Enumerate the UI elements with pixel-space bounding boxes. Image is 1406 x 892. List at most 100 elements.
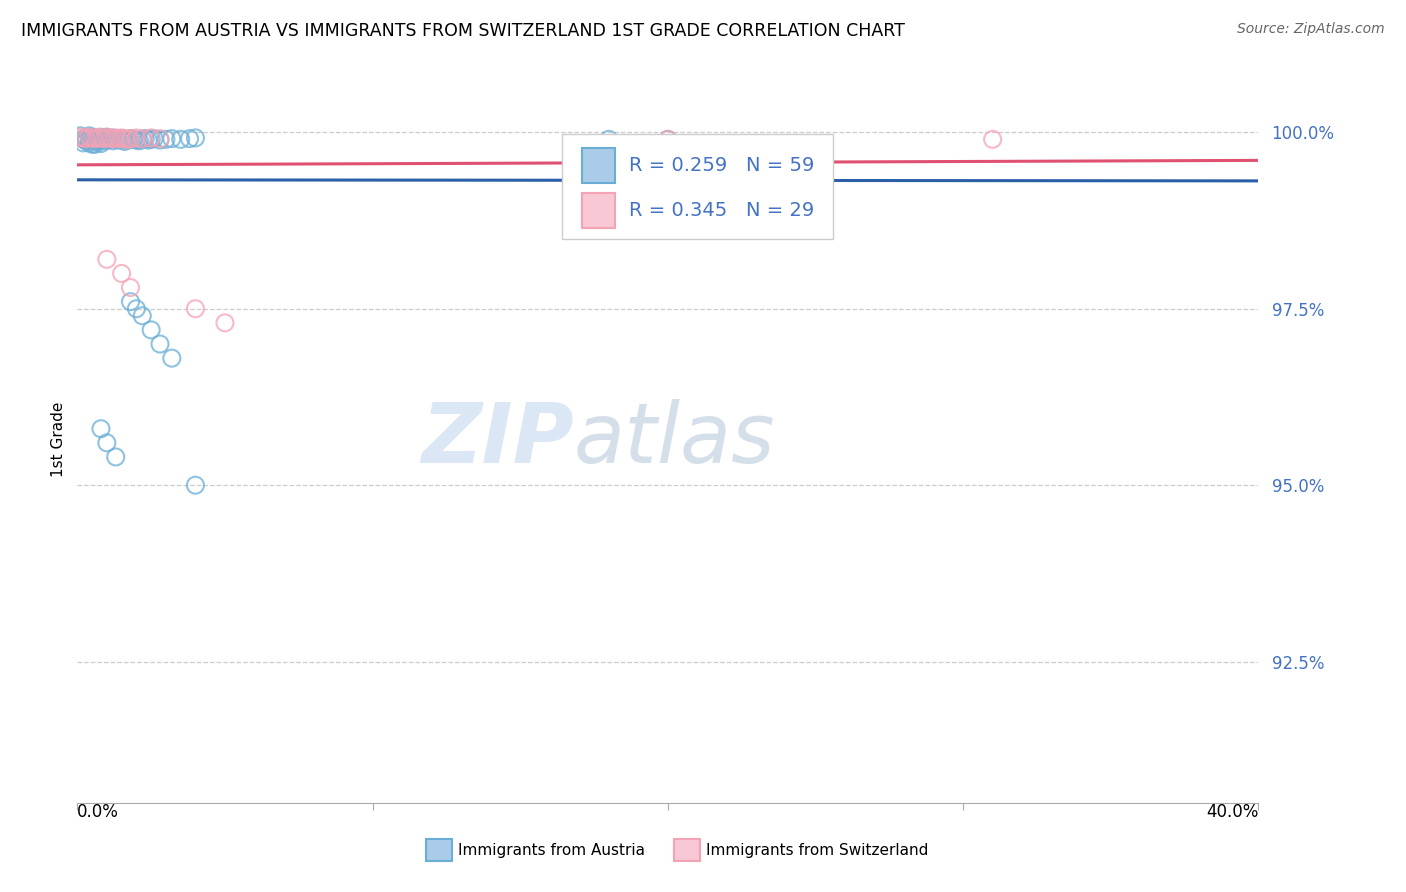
Point: [72, 131, 94, 145]
Point: [598, 132, 620, 146]
Point: [90, 136, 112, 151]
Point: [96, 435, 118, 450]
Point: [143, 131, 166, 145]
Point: [155, 132, 177, 146]
Point: [104, 132, 127, 146]
Y-axis label: 1st Grade: 1st Grade: [51, 401, 66, 477]
Text: Immigrants from Switzerland: Immigrants from Switzerland: [706, 843, 928, 857]
Point: [160, 351, 183, 366]
FancyBboxPatch shape: [582, 148, 614, 183]
Point: [72, 136, 94, 150]
Point: [131, 309, 153, 323]
Point: [128, 134, 150, 148]
Text: ZIP: ZIP: [420, 399, 574, 480]
Point: [114, 135, 136, 149]
Point: [149, 337, 172, 351]
Point: [96, 130, 118, 145]
Point: [98, 131, 121, 145]
Point: [120, 280, 142, 294]
Text: IMMIGRANTS FROM AUSTRIA VS IMMIGRANTS FROM SWITZERLAND 1ST GRADE CORRELATION CHA: IMMIGRANTS FROM AUSTRIA VS IMMIGRANTS FR…: [21, 22, 905, 40]
Point: [93, 131, 115, 145]
Point: [77, 130, 100, 145]
Point: [77, 128, 100, 143]
Point: [131, 132, 153, 146]
Point: [104, 131, 127, 145]
Point: [96, 130, 118, 145]
Point: [120, 294, 142, 309]
Point: [117, 132, 139, 146]
Point: [96, 252, 118, 267]
Point: [84, 131, 107, 145]
Point: [114, 132, 136, 146]
Point: [101, 131, 124, 145]
Point: [82, 134, 104, 148]
Point: [90, 130, 112, 145]
Point: [179, 131, 201, 145]
Point: [84, 131, 107, 145]
Point: [184, 301, 207, 316]
FancyBboxPatch shape: [561, 134, 834, 239]
Point: [141, 323, 163, 337]
Point: [82, 131, 104, 145]
Text: 40.0%: 40.0%: [1206, 803, 1258, 821]
Text: R = 0.259   N = 59: R = 0.259 N = 59: [628, 156, 814, 175]
Point: [111, 267, 132, 281]
Point: [101, 131, 124, 145]
Point: [114, 131, 136, 145]
Point: [87, 131, 110, 145]
Point: [69, 130, 91, 145]
Point: [214, 316, 236, 330]
Point: [87, 135, 110, 149]
Point: [120, 131, 142, 145]
Point: [120, 131, 142, 145]
Point: [125, 301, 148, 316]
Point: [141, 132, 163, 146]
Point: [72, 132, 94, 146]
Point: [98, 131, 121, 145]
Point: [184, 478, 207, 492]
Point: [75, 131, 97, 145]
Point: [122, 132, 145, 146]
Point: [149, 131, 172, 145]
Point: [84, 137, 107, 152]
Text: Source: ZipAtlas.com: Source: ZipAtlas.com: [1237, 22, 1385, 37]
Point: [657, 132, 679, 146]
Point: [136, 133, 159, 147]
Point: [125, 131, 148, 145]
Point: [90, 133, 112, 147]
Point: [111, 131, 132, 145]
Point: [93, 131, 115, 145]
Point: [107, 131, 129, 145]
Point: [101, 134, 124, 148]
Point: [657, 132, 679, 146]
FancyBboxPatch shape: [426, 839, 451, 861]
FancyBboxPatch shape: [582, 193, 614, 227]
Point: [111, 131, 132, 145]
Point: [981, 132, 1004, 146]
Point: [93, 134, 115, 148]
Point: [149, 133, 172, 147]
Point: [107, 133, 129, 147]
Text: 0.0%: 0.0%: [77, 803, 120, 821]
Text: R = 0.345   N = 29: R = 0.345 N = 29: [628, 201, 814, 219]
Point: [90, 131, 112, 145]
Point: [104, 450, 127, 464]
Point: [82, 137, 104, 152]
Point: [117, 133, 139, 147]
Point: [84, 134, 107, 148]
Point: [90, 422, 112, 436]
Point: [87, 130, 110, 145]
FancyBboxPatch shape: [673, 839, 700, 861]
Point: [170, 132, 193, 146]
Point: [82, 130, 104, 145]
Point: [125, 133, 148, 147]
Point: [184, 131, 207, 145]
Point: [134, 131, 156, 145]
Point: [96, 133, 118, 147]
Text: Immigrants from Austria: Immigrants from Austria: [457, 843, 644, 857]
Point: [131, 131, 153, 145]
Point: [77, 132, 100, 146]
Point: [160, 131, 183, 145]
Text: atlas: atlas: [574, 399, 775, 480]
Point: [75, 134, 97, 148]
